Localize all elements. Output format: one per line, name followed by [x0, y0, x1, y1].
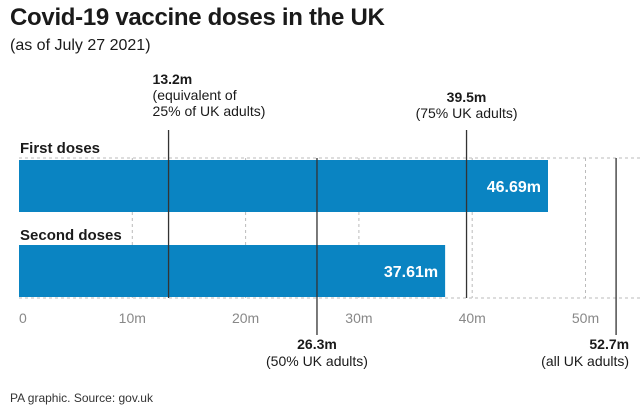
- reference-annotation: (equivalent of: [153, 87, 237, 103]
- x-tick-label: 30m: [345, 310, 372, 326]
- reference-annotation: 13.2m: [153, 71, 193, 87]
- x-tick-label: 20m: [232, 310, 259, 326]
- x-tick-label: 50m: [572, 310, 599, 326]
- category-label: Second doses: [20, 227, 122, 244]
- reference-annotation: 52.7m: [589, 336, 629, 352]
- chart-subtitle: (as of July 27 2021): [10, 37, 151, 54]
- chart-title: Covid-19 vaccine doses in the UK: [10, 4, 385, 31]
- reference-annotation: 39.5m: [447, 89, 487, 105]
- x-tick-label: 0: [19, 310, 27, 326]
- x-tick-label: 10m: [119, 310, 146, 326]
- x-tick-label: 40m: [459, 310, 486, 326]
- source-note: PA graphic. Source: gov.uk: [10, 391, 153, 405]
- value-label: 46.69m: [487, 179, 541, 196]
- bar-first-doses: [19, 160, 548, 212]
- value-label: 37.61m: [384, 264, 438, 281]
- reference-annotation: (50% UK adults): [266, 353, 368, 369]
- reference-annotation: 25% of UK adults): [153, 103, 266, 119]
- bar-second-doses: [19, 245, 446, 297]
- category-label: First doses: [20, 140, 100, 157]
- reference-annotation: (75% UK adults): [416, 105, 518, 121]
- reference-annotation: 26.3m: [297, 336, 337, 352]
- reference-annotation: (all UK adults): [541, 353, 629, 369]
